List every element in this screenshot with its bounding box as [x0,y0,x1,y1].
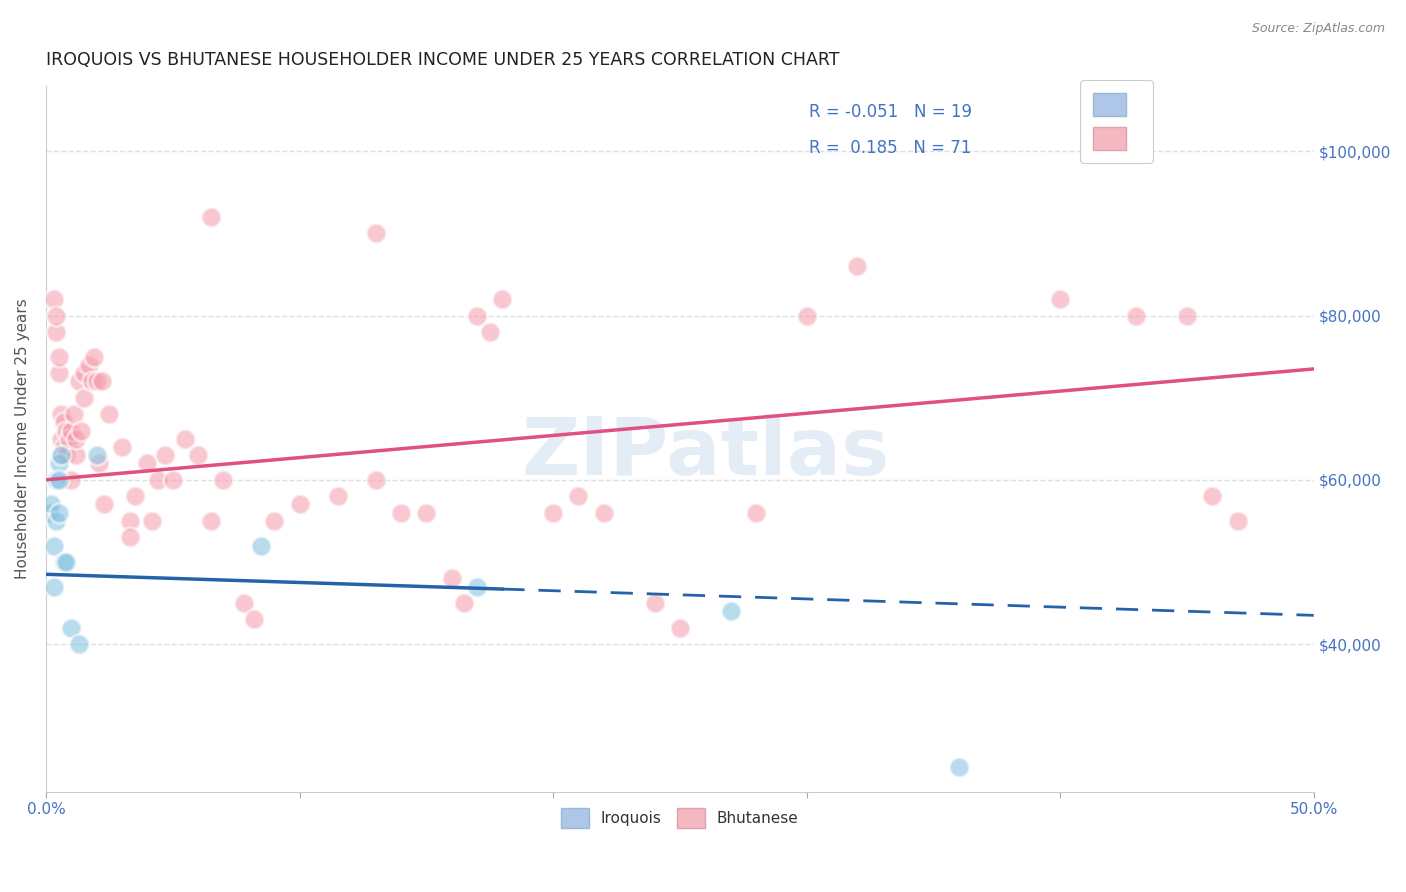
Point [80,374,103,388]
Text: Source: ZipAtlas.com: Source: ZipAtlas.com [1251,22,1385,36]
Point [592,506,614,520]
Text: R = -0.051   N = 19: R = -0.051 N = 19 [810,103,972,121]
Point [51,432,73,446]
Point [48,350,70,364]
Point [63,407,86,421]
Point [415,506,437,520]
Point [644,596,666,610]
Point [45,325,67,339]
Point [118,514,141,528]
Legend: Iroquois, Bhutanese: Iroquois, Bhutanese [555,802,804,834]
Point [45,514,67,528]
Point [541,506,564,520]
Point [745,506,768,520]
Point [42,539,65,553]
Point [141,514,163,528]
Point [48,506,70,520]
Point [51,448,73,462]
Point [288,498,311,512]
Point [60,621,83,635]
Point [1226,514,1249,528]
Point [491,292,513,306]
Point [48,366,70,380]
Point [73,366,96,380]
Point [52,555,75,569]
Point [720,604,742,618]
Point [65,448,87,462]
Point [45,473,67,487]
Point [51,407,73,421]
Point [42,292,65,306]
Point [174,432,197,446]
Point [364,227,387,241]
Point [39,498,62,512]
Point [67,637,90,651]
Point [60,424,83,438]
Point [86,448,108,462]
Point [1049,292,1071,306]
Point [250,539,273,553]
Point [58,432,80,446]
Point [83,350,105,364]
Point [465,309,488,323]
Point [70,424,93,438]
Point [326,489,349,503]
Point [60,473,83,487]
Point [65,432,87,446]
Point [136,456,159,470]
Point [93,498,115,512]
Point [453,596,475,610]
Point [567,489,589,503]
Point [55,424,77,438]
Point [42,580,65,594]
Point [55,555,77,569]
Point [232,596,254,610]
Point [52,440,75,454]
Point [243,612,266,626]
Point [48,473,70,487]
Point [55,448,77,462]
Point [212,473,235,487]
Point [38,506,60,520]
Point [45,309,67,323]
Point [364,473,387,487]
Point [187,448,209,462]
Point [389,506,412,520]
Point [153,448,176,462]
Point [1201,489,1223,503]
Point [90,374,112,388]
Point [146,473,169,487]
Point [77,358,100,372]
Point [796,309,818,323]
Point [440,571,463,585]
Point [478,325,501,339]
Point [98,407,121,421]
Point [118,530,141,544]
Point [1175,309,1198,323]
Text: ZIPatlas: ZIPatlas [522,414,890,491]
Point [465,580,488,594]
Point [51,448,73,462]
Y-axis label: Householder Income Under 25 years: Householder Income Under 25 years [15,298,30,579]
Point [200,210,222,224]
Point [67,374,90,388]
Point [52,415,75,429]
Text: R =  0.185   N = 71: R = 0.185 N = 71 [810,138,972,157]
Point [263,514,285,528]
Point [48,456,70,470]
Point [669,621,692,635]
Text: IROQUOIS VS BHUTANESE HOUSEHOLDER INCOME UNDER 25 YEARS CORRELATION CHART: IROQUOIS VS BHUTANESE HOUSEHOLDER INCOME… [46,51,839,69]
Point [73,391,96,405]
Point [200,514,222,528]
Point [846,259,869,273]
Point [111,440,134,454]
Point [948,760,970,774]
Point [162,473,184,487]
Point [86,374,108,388]
Point [1125,309,1147,323]
Point [124,489,146,503]
Point [89,456,111,470]
